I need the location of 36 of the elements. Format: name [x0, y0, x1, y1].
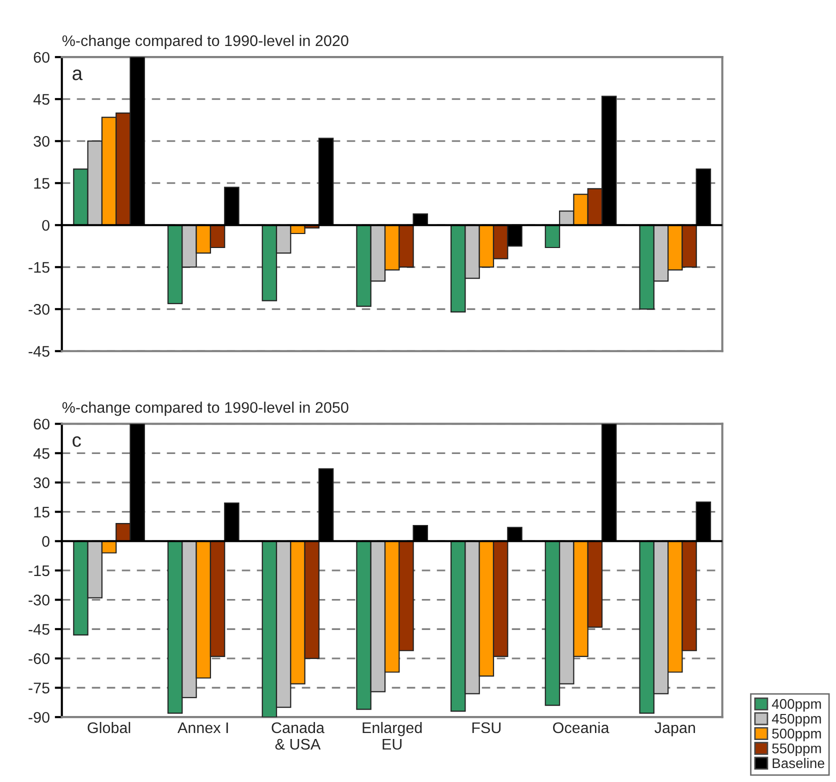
y-tick-label: 45 — [33, 94, 50, 105]
annotation: c — [72, 436, 81, 447]
annotation: a — [72, 70, 83, 80]
y-tick-label: -45 — [28, 624, 50, 635]
x-tick-label: Canada & USA — [272, 722, 324, 750]
y-tick-label: 60 — [34, 418, 50, 430]
y-tick-label: 15 — [34, 178, 50, 189]
bar — [544, 224, 560, 248]
y-tick-label: -30 — [28, 594, 50, 606]
y-tick-label: 0 — [42, 536, 50, 547]
y-tick-label: -90 — [28, 712, 50, 723]
y-tick-label: 15 — [34, 506, 50, 518]
x-tick-label: Oceania — [553, 722, 610, 734]
x-tick-label: Enlarged EU — [362, 722, 422, 750]
legend-label: 500ppm — [772, 728, 821, 742]
chart-title: %-change compared to 1990-level in 2020 — [62, 34, 348, 50]
y-tick-label: 0 — [42, 220, 50, 231]
x-tick-label: FSU — [472, 722, 501, 734]
legend-label: 400ppm — [772, 699, 821, 712]
x-tick-label: Global — [88, 722, 130, 734]
chart-title: %-change compared to 1990-level in 2050 — [62, 402, 348, 416]
legend-label: Baseline — [772, 758, 824, 768]
y-tick-label: -60 — [28, 653, 50, 664]
y-tick-label: -15 — [28, 565, 50, 576]
y-tick-label: -75 — [28, 682, 50, 694]
legend-label: 550ppm — [772, 743, 821, 756]
y-tick-label: -45 — [28, 346, 50, 357]
y-tick-label: 45 — [33, 448, 50, 459]
y-tick-label: 30 — [34, 477, 50, 488]
y-tick-label: 30 — [34, 136, 50, 147]
y-tick-label: -30 — [28, 304, 50, 315]
legend-label: 450ppm — [772, 714, 821, 726]
y-tick-label: 60 — [34, 52, 50, 63]
y-tick-label: -15 — [28, 262, 50, 273]
x-tick-label: Japan — [654, 722, 695, 736]
x-tick-label: Annex I — [178, 722, 228, 734]
